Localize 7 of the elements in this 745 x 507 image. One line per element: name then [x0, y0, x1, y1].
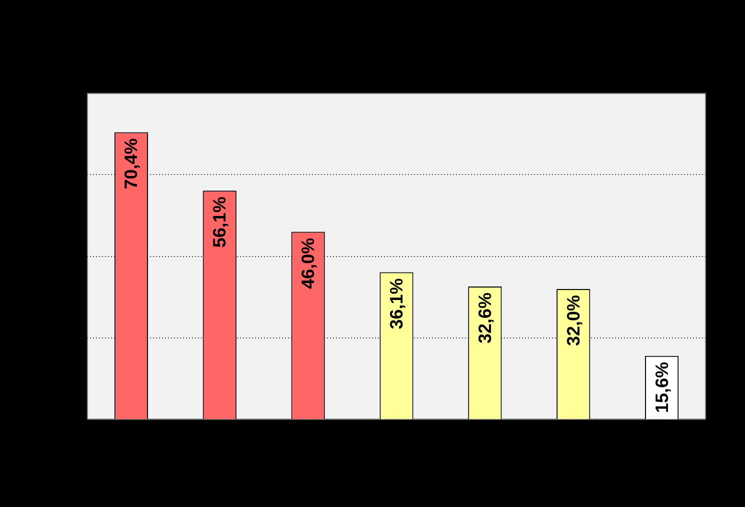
data-label: 32,6%: [474, 292, 495, 344]
data-label: 46,0%: [298, 238, 318, 289]
data-label: 70,4%: [121, 138, 142, 190]
data-label: 56,1%: [210, 196, 230, 248]
data-label: 32,0%: [563, 294, 584, 346]
data-label: 36,1%: [386, 278, 406, 330]
data-label: 15,6%: [652, 362, 672, 413]
